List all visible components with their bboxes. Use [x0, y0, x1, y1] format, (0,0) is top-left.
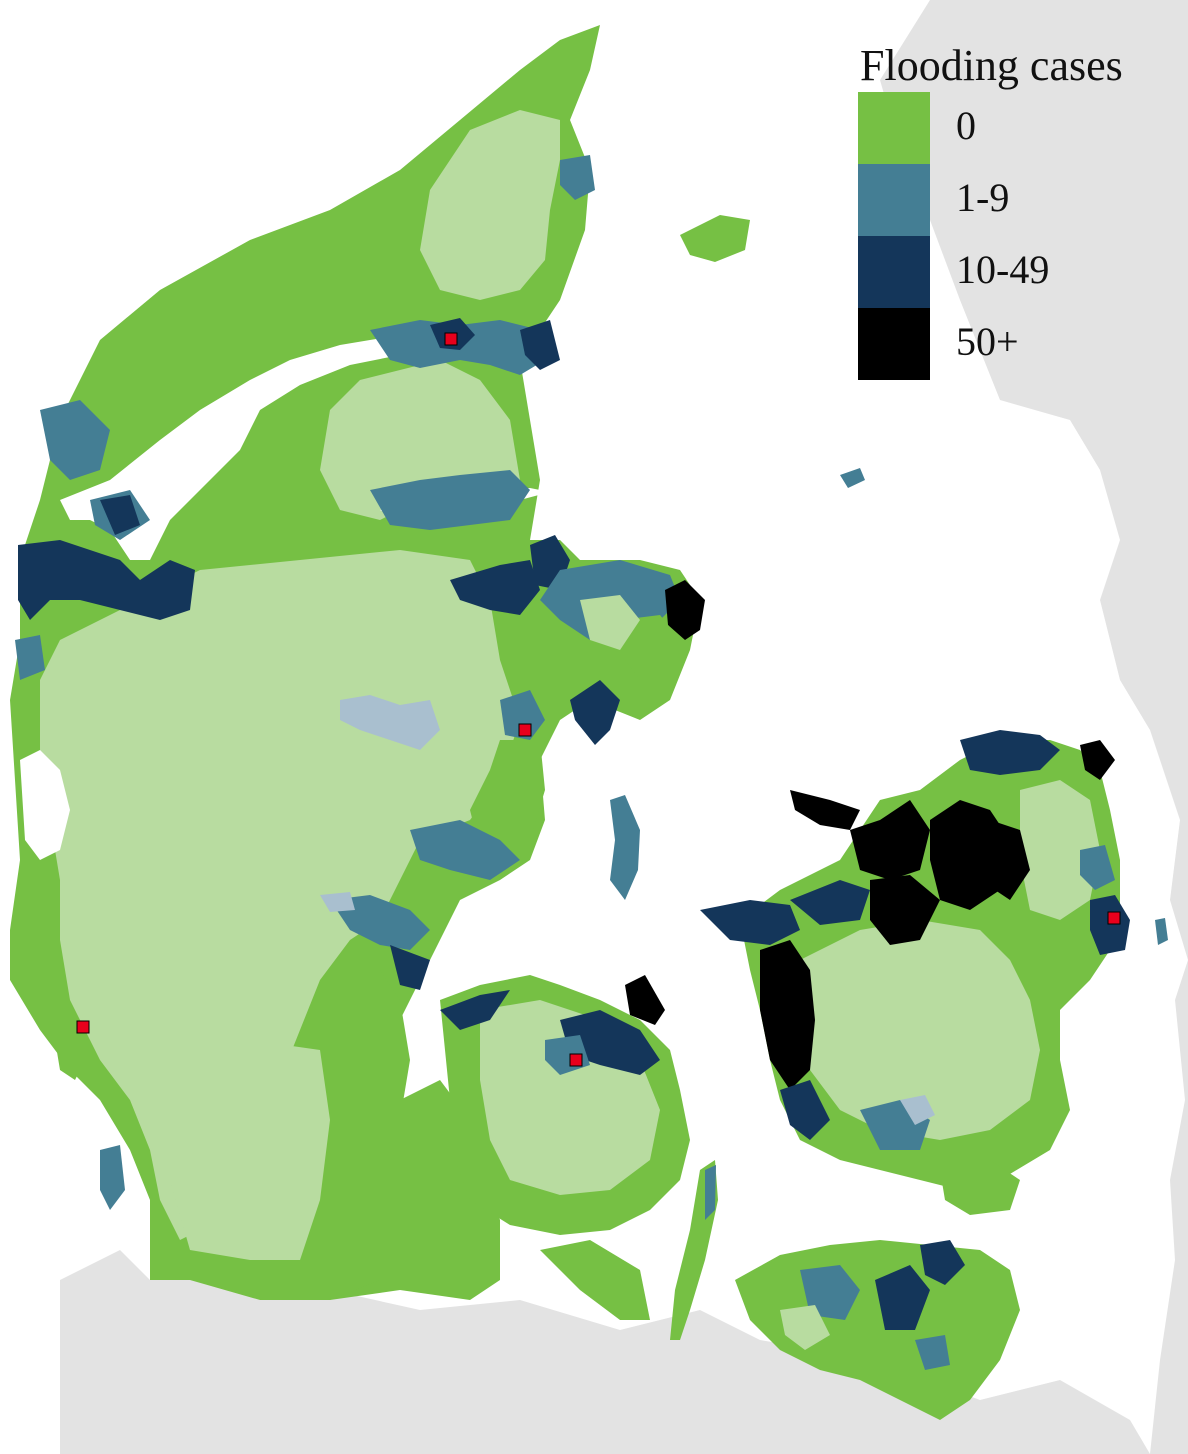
aarhus-bay-darkblue [570, 680, 620, 745]
lolland-darkblue [875, 1265, 930, 1330]
legend-row-0: 0 [858, 92, 1178, 164]
north-zealand-black-1 [850, 800, 930, 880]
legend-label-1: 1-9 [956, 175, 1010, 220]
limfjord-water [60, 330, 520, 560]
city-marker-2 [1107, 911, 1121, 925]
central-jutland-light-blue [340, 695, 440, 750]
north-zealand-light-green [1020, 780, 1100, 920]
germany-landmass [60, 1250, 1150, 1454]
south-jutland-light-green [170, 1040, 330, 1260]
west-zealand-black [760, 940, 815, 1090]
lolland-light-green [780, 1305, 830, 1350]
ringkobing-fjord-water [20, 750, 70, 860]
southwest-zealand-darkblue [780, 1080, 830, 1140]
sweden-landmass [880, 0, 1188, 1454]
legend-swatch-1 [858, 164, 930, 236]
samso-island [610, 795, 640, 900]
vejle-light-blue [320, 892, 355, 912]
legend-label-2: 10-49 [956, 247, 1050, 292]
city-markers [76, 332, 1121, 1067]
legend-title: Flooding cases [860, 41, 1123, 90]
west-zealand-darkblue [700, 900, 800, 945]
kolding-darkblue [390, 945, 430, 990]
skive-darkblue [100, 495, 140, 535]
copenhagen-blue [1080, 845, 1115, 890]
aarhus-green-coast [470, 740, 545, 860]
funen-north-darkblue [440, 990, 510, 1030]
kalundborg-darkblue [790, 880, 870, 925]
west-coast-blue-2 [15, 635, 45, 680]
west-coast-darkblue [18, 540, 195, 620]
east-himmerland-darkblue [520, 320, 560, 370]
als-island [400, 1190, 470, 1280]
falster-blue [915, 1335, 950, 1370]
aero-island [540, 1240, 650, 1320]
legend-label-3: 50+ [956, 319, 1019, 364]
north-zealand-black-3 [990, 820, 1030, 900]
north-zealand-darkblue [960, 730, 1060, 775]
romo-island [100, 1145, 125, 1210]
legend-row-1: 1-9 [858, 164, 1178, 236]
randers-darkblue [450, 560, 540, 615]
north-zealand-black-4 [1080, 740, 1115, 780]
legend-row-2: 10-49 [858, 236, 1178, 308]
legend-row-3: 50+ [858, 308, 1178, 380]
funen-northeast-black [625, 975, 665, 1025]
mariager-blue [370, 470, 530, 530]
anholt-island [840, 468, 865, 488]
djursland-black [665, 580, 705, 640]
south-jutland-green-east [310, 970, 410, 1300]
aarhus-blue [500, 690, 545, 740]
city-marker-4 [569, 1053, 583, 1067]
legend-swatch-0 [858, 92, 930, 164]
mon-island [940, 1160, 1020, 1215]
city-marker-0 [444, 332, 458, 346]
odsherred-black [790, 790, 860, 830]
legend-swatch-2 [858, 236, 930, 308]
city-marker-3 [76, 1020, 90, 1034]
north-jutland-interior [420, 110, 560, 300]
horsens-blue [410, 820, 520, 880]
legend-label-0: 0 [956, 103, 976, 148]
isefjord-black [870, 875, 940, 945]
falster-darkblue [920, 1240, 965, 1285]
langeland-blue [705, 1165, 716, 1220]
legend-swatch-3 [858, 308, 930, 380]
copenhagen-darkblue [1090, 895, 1130, 955]
laeso-island [680, 215, 750, 262]
djursland-green [620, 615, 680, 680]
amager-blue [1155, 918, 1168, 945]
djursland-light-green [580, 595, 640, 650]
city-marker-1 [518, 723, 532, 737]
vejle-blue [330, 895, 430, 950]
map-legend: Flooding cases 0 1-9 10-49 50+ [858, 40, 1178, 380]
zealand-light-green [800, 920, 1040, 1140]
northeast-jutland-blue [560, 155, 595, 200]
south-zealand-light-blue [900, 1095, 935, 1125]
thy-blue-region [40, 400, 110, 480]
fano-island [55, 1030, 85, 1080]
north-zealand-black-2 [930, 800, 1010, 910]
